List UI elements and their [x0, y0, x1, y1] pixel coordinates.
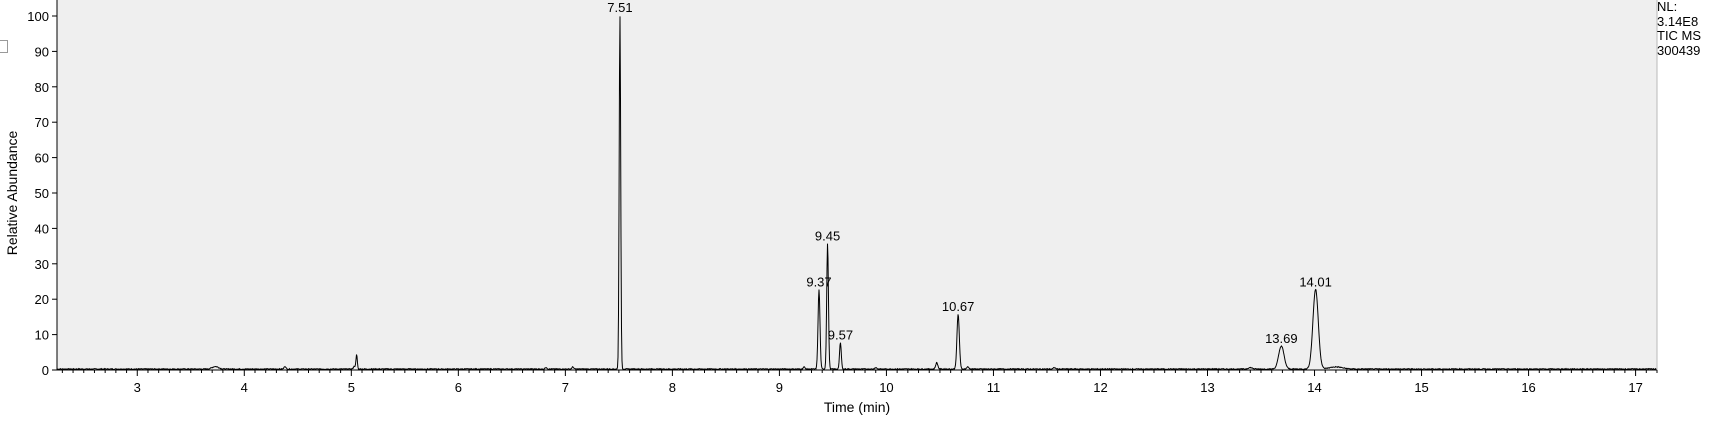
nl-value: 3.14E8	[1657, 13, 1699, 29]
x-tick-label: 9	[776, 380, 783, 395]
y-tick-label: 100	[27, 9, 49, 24]
x-tick-label: 11	[987, 380, 1001, 395]
peak-label: 9.37	[806, 274, 831, 289]
scan-type: TIC MS	[1657, 28, 1702, 43]
y-axis-label: Relative Abundance	[4, 131, 20, 256]
x-tick-label: 5	[348, 380, 355, 395]
peak-label: 14.01	[1299, 274, 1332, 289]
y-tick-label: 70	[35, 115, 49, 130]
peak-label: 9.57	[828, 327, 853, 342]
plot-area	[57, 0, 1657, 370]
x-axis-label: Time (min)	[824, 399, 890, 415]
peak-label: 9.45	[815, 228, 840, 243]
x-tick-label: 10	[879, 380, 893, 395]
peak-labels: 7.51 9.37 9.45 9.57 10.67 13.69 14.01	[607, 0, 1332, 346]
peak-label: 13.69	[1265, 331, 1298, 346]
scroll-handle-icon[interactable]	[0, 40, 8, 53]
peak-label: 7.51	[607, 0, 632, 15]
trace-info-panel: NL: 3.14E8 TIC MS 300439	[1657, 0, 1701, 58]
y-tick-label: 0	[42, 363, 49, 378]
x-tick-label: 15	[1414, 380, 1428, 395]
x-tick-label: 4	[241, 380, 248, 395]
x-tick-label: 12	[1093, 380, 1107, 395]
nl-label: NL:	[1657, 0, 1678, 14]
file-name: 300439	[1657, 42, 1701, 58]
y-tick-label: 40	[35, 221, 49, 236]
y-tick-label: 90	[35, 44, 49, 59]
x-tick-label: 7	[562, 380, 569, 395]
y-tick-label: 60	[35, 151, 49, 166]
x-tick-label: 17	[1628, 380, 1642, 395]
y-tick-label: 50	[35, 186, 49, 201]
y-tick-label: 20	[35, 292, 49, 307]
peak-label: 10.67	[942, 299, 975, 314]
y-tick-label: 10	[35, 328, 49, 343]
y-tick-label: 80	[35, 80, 49, 95]
x-tick-label: 8	[669, 380, 676, 395]
x-tick-label: 6	[455, 380, 462, 395]
tic-trace-line	[56, 16, 1658, 371]
y-tick-label: 30	[35, 257, 49, 272]
x-tick-label: 16	[1521, 380, 1535, 395]
x-tick-label: 13	[1200, 380, 1214, 395]
x-tick-label: 14	[1307, 380, 1321, 395]
y-axis-ticks: 0 10 20 30 40 50 60 70 80 90 100	[27, 9, 57, 378]
x-axis-ticks: 3 4 5 6 7 8 9 10 11 12 13 14 15 16 17	[61, 370, 1658, 395]
x-tick-label: 3	[134, 380, 141, 395]
